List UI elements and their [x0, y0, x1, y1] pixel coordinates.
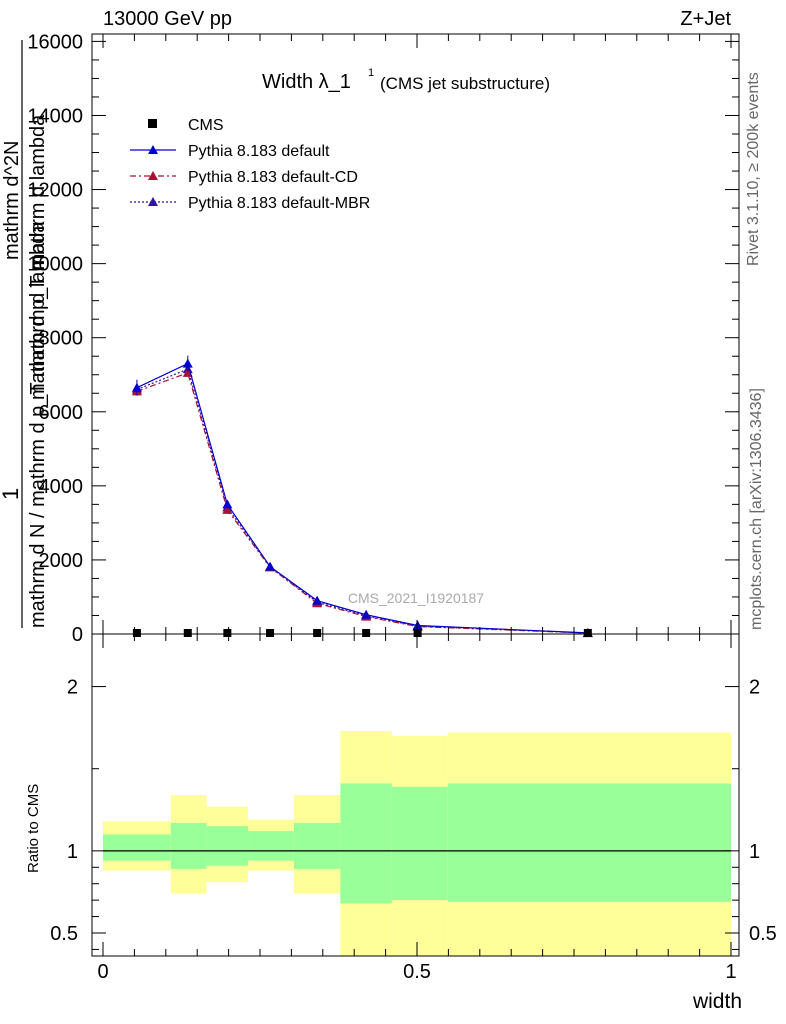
cms-point [132, 629, 141, 637]
y-tick-label: 12000 [27, 180, 83, 202]
y-tick-label: 2000 [39, 550, 84, 572]
main-panel: 0 2000 4000 6000 8000 10000 12000 14000 16000 CM… [27, 31, 740, 646]
y-tick-label: 4000 [39, 476, 84, 498]
ratio-y-tick-label: 0.5 [50, 923, 78, 945]
x-axis-label: width [692, 990, 742, 1013]
ratio-inner-band [170, 822, 207, 869]
legend-marker [148, 197, 158, 206]
cms-point [223, 629, 232, 637]
ylabel-numerator-one: 1 [0, 488, 23, 500]
legend-marker [148, 145, 158, 154]
ratio-y-tick-label-right: 0.5 [749, 923, 777, 945]
ratio-inner-band [103, 834, 171, 861]
plot-title: Width λ_1 1 (CMS jet substructure) [262, 67, 550, 93]
ratio-y-tick-label-right: 1 [749, 841, 760, 863]
ratio-inner-band [206, 826, 249, 866]
series-line [136, 372, 588, 634]
ratio-y-tick-label: 1 [67, 841, 78, 863]
legend-entry: Pythia 8.183 default [130, 143, 330, 160]
ratio-inner-band [340, 783, 392, 904]
cms-point [183, 629, 192, 637]
ratio-y-tick-label-right: 2 [749, 677, 760, 699]
title-text: Width λ_1 [262, 71, 351, 93]
x-tick-label: 0.5 [403, 961, 431, 983]
ylabel-line-1: mathrm d^2N [1, 141, 23, 260]
process-label: Z+Jet [680, 8, 731, 30]
energy-label: 13000 GeV pp [103, 8, 232, 30]
legend-marker [148, 119, 157, 128]
main-ylabel: 1 mathrm d^2N mathrm d p_T mathrm d lamb… [0, 40, 49, 628]
legend-label: Pythia 8.183 default [188, 143, 330, 160]
legend-entry: Pythia 8.183 default-MBR [130, 195, 370, 212]
x-tick-label: 0 [97, 961, 108, 983]
series-point [222, 499, 233, 509]
ratio-panel: 0.5 0.5 1 1 2 2 0 0.5 1 [50, 633, 777, 983]
y-tick-label: 8000 [39, 328, 84, 350]
analysis-watermark: CMS_2021_I1920187 [348, 590, 484, 606]
title-superscript: 1 [368, 67, 374, 79]
cms-point [266, 629, 275, 637]
cms-series [132, 629, 592, 637]
legend-entry: Pythia 8.183 default-CD [130, 169, 358, 186]
y-tick-label: 0 [72, 624, 83, 646]
legend-label: Pythia 8.183 default-CD [188, 169, 358, 186]
ratio-inner-band [248, 831, 294, 861]
ratio-inner-band [293, 822, 341, 869]
cms-point [413, 629, 422, 637]
series-line [136, 362, 588, 634]
ylabel-line-3: mathrm d N / mathrm d p_T mathrm d lambd… [27, 221, 49, 628]
pythia-default-series [131, 355, 593, 637]
cms-point [313, 629, 322, 637]
x-tick-label: 1 [725, 961, 736, 983]
ratio-ylabel: Ratio to CMS [25, 784, 42, 873]
ylabel-line-2: mathrm d p_T mathrm d lambda [27, 114, 49, 400]
ratio-inner-band [391, 786, 448, 901]
y-tick-label: 10000 [27, 254, 83, 276]
subtitle-text: (CMS jet substructure) [380, 74, 550, 93]
y-tick-label: 6000 [39, 402, 84, 424]
series-point [265, 561, 276, 571]
series-point [412, 620, 423, 630]
series-point [361, 609, 372, 619]
ratio-y-tick-label: 2 [67, 677, 78, 699]
legend: CMS Pythia 8.183 default Pythia 8.183 defa… [130, 117, 370, 212]
ratio-inner-band [447, 783, 731, 902]
series-point [222, 504, 233, 514]
legend-marker [148, 171, 158, 180]
series-point [312, 595, 323, 605]
cms-point [583, 629, 592, 637]
legend-label: CMS [188, 117, 224, 134]
y-tick-label: 14000 [27, 105, 83, 127]
legend-label: Pythia 8.183 default-MBR [188, 195, 370, 212]
legend-entry: CMS [148, 117, 224, 134]
y-tick-label: 16000 [27, 31, 83, 53]
cms-point [362, 629, 371, 637]
ratio-frame [91, 633, 740, 957]
